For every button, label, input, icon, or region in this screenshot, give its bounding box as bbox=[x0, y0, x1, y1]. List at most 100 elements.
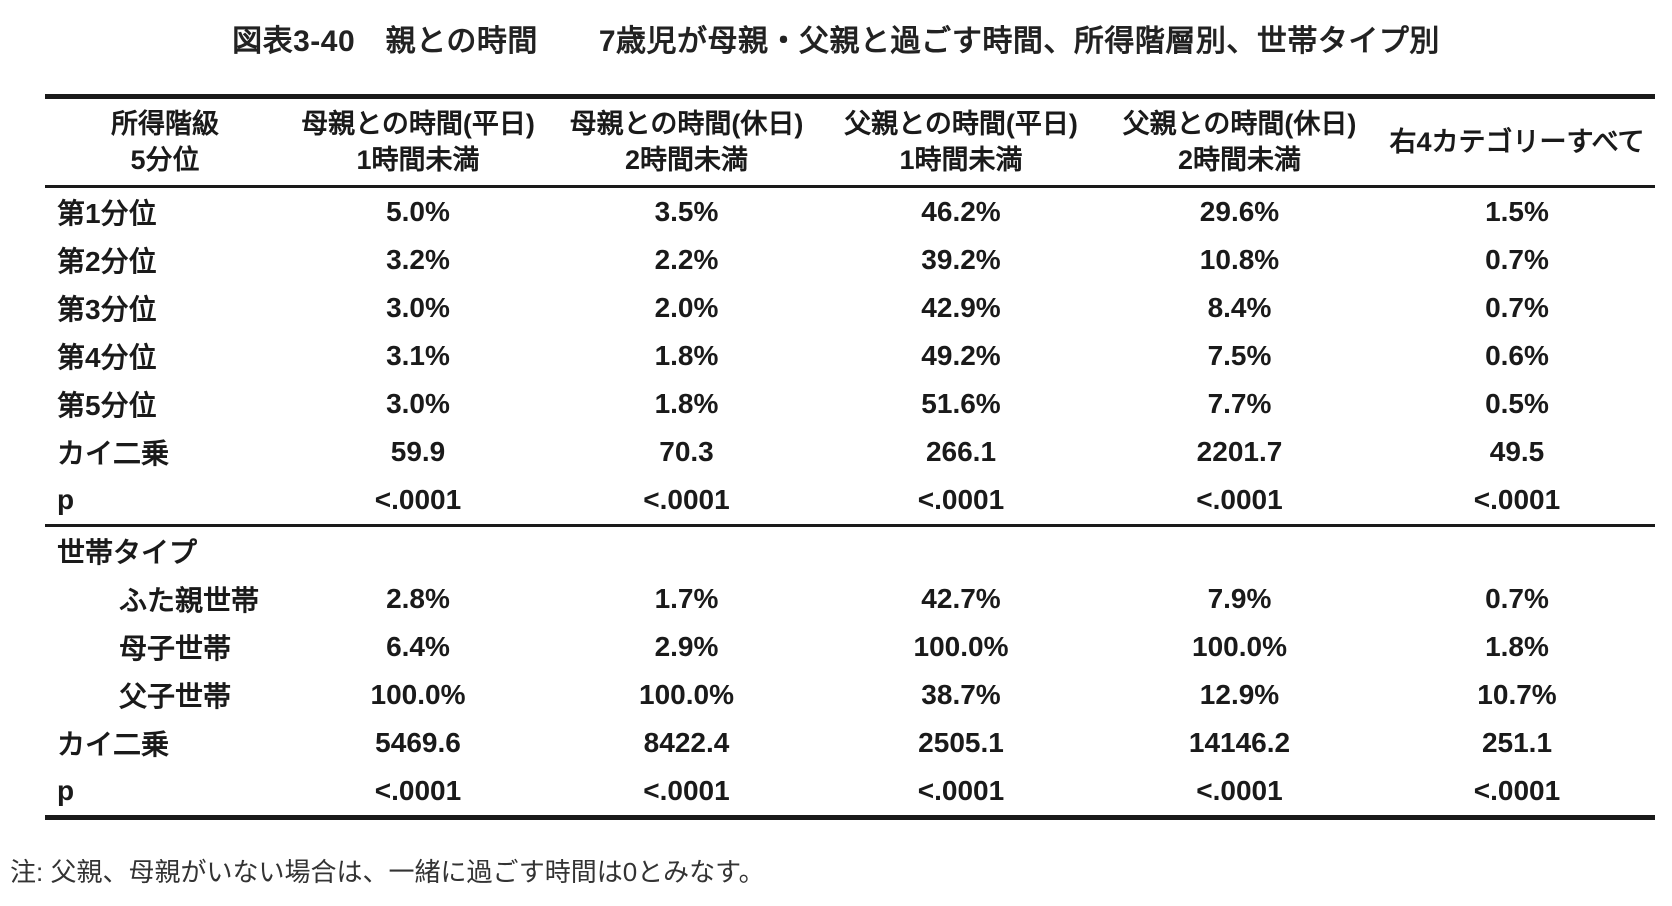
table-row: p <.0001 <.0001 <.0001 <.0001 <.0001 bbox=[45, 476, 1655, 526]
cell-value: 6.4% bbox=[386, 631, 450, 662]
cell-value: 1.5% bbox=[1485, 196, 1549, 227]
row-label: ふた親世帯 bbox=[119, 585, 260, 616]
cell-value: <.0001 bbox=[374, 775, 462, 806]
cell-value: 46.2% bbox=[921, 196, 1001, 227]
table-row: 母子世帯 6.4% 2.9% 100.0% 100.0% 1.8% bbox=[45, 623, 1655, 671]
cell-value: 7.5% bbox=[1207, 340, 1272, 371]
cell-value: 0.7% bbox=[1485, 583, 1549, 614]
cell-value: 100.0% bbox=[1192, 631, 1287, 662]
cell-value: 100.0% bbox=[639, 679, 734, 710]
cell-value: 8.4% bbox=[1207, 292, 1272, 323]
cell-value: 3.0% bbox=[386, 292, 450, 323]
cell-value: <.0001 bbox=[1196, 484, 1283, 515]
cell-value: 10.8% bbox=[1199, 244, 1280, 275]
row-label: 第3分位 bbox=[57, 294, 157, 325]
row-label: 第1分位 bbox=[57, 198, 157, 229]
table-body: 第1分位 5.0% 3.5% 46.2% 29.6% 1.5% 第2分位 3.2% 2.2% 39… bbox=[45, 187, 1655, 818]
cell-value: 2505.1 bbox=[918, 727, 1004, 758]
cell-value: 3.5% bbox=[654, 196, 719, 227]
cell-value: 3.2% bbox=[386, 244, 450, 275]
column-header: 父親との時間(休日) 2時間未満 bbox=[1100, 96, 1379, 188]
cell-value: 266.1 bbox=[925, 436, 997, 467]
cell-value: 70.3 bbox=[659, 436, 714, 467]
cell-value: 49.5 bbox=[1489, 436, 1545, 467]
cell-value: 38.7% bbox=[921, 679, 1001, 710]
cell-value: 5.0% bbox=[386, 196, 450, 227]
cell-value: 2.9% bbox=[654, 631, 719, 662]
cell-value: 1.8% bbox=[654, 340, 719, 371]
row-label: 第2分位 bbox=[57, 246, 157, 277]
cell-value: 1.7% bbox=[654, 583, 719, 614]
column-header: 母親との時間(休日) 2時間未満 bbox=[551, 96, 822, 188]
table-row: 第3分位 3.0% 2.0% 42.9% 8.4% 0.7% bbox=[45, 284, 1655, 332]
row-label: カイ二乗 bbox=[57, 438, 170, 469]
cell-value: <.0001 bbox=[917, 775, 1005, 806]
row-label: カイ二乗 bbox=[57, 729, 170, 760]
row-label: 世帯タイプ bbox=[45, 524, 285, 575]
table-row: 第4分位 3.1% 1.8% 49.2% 7.5% 0.6% bbox=[45, 332, 1655, 380]
cell-value bbox=[285, 524, 551, 575]
row-label: p bbox=[57, 775, 75, 806]
cell-value: 8422.4 bbox=[643, 727, 730, 758]
cell-value: <.0001 bbox=[643, 775, 730, 806]
cell-value: 12.9% bbox=[1199, 679, 1280, 710]
cell-value: 59.9 bbox=[390, 436, 446, 467]
page-title: 図表3-40 親との時間 7歳児が母親・父親と過ごす時間、所得階層別、世帯タイプ… bbox=[232, 25, 1440, 58]
cell-value: 100.0% bbox=[370, 679, 466, 710]
table-row: 第1分位 5.0% 3.5% 46.2% 29.6% 1.5% bbox=[45, 187, 1655, 237]
cell-value: <.0001 bbox=[643, 484, 730, 515]
table-row: ふた親世帯 2.8% 1.7% 42.7% 7.9% 0.7% bbox=[45, 575, 1655, 623]
statistics-table: 所得階級 5分位 母親との時間(平日) 1時間未満 母親との時間(休日) 2時間未満… bbox=[45, 94, 1655, 820]
cell-value: 2201.7 bbox=[1196, 436, 1283, 467]
table-row: カイ二乗 5469.6 8422.4 2505.1 14146.2 251.1 bbox=[45, 719, 1655, 767]
column-header: 右4カテゴリーすべて bbox=[1379, 96, 1655, 188]
table-row: 第2分位 3.2% 2.2% 39.2% 10.8% 0.7% bbox=[45, 236, 1655, 284]
cell-value bbox=[822, 524, 1100, 575]
cell-value: 1.8% bbox=[654, 388, 719, 419]
cell-value: 49.2% bbox=[921, 340, 1001, 371]
cell-value: 42.9% bbox=[921, 292, 1001, 323]
cell-value bbox=[1379, 524, 1655, 575]
cell-value: 1.8% bbox=[1485, 631, 1549, 662]
table-row: 第5分位 3.0% 1.8% 51.6% 7.7% 0.5% bbox=[45, 380, 1655, 428]
footnote: 注: 父親、母親がいない場合は、一緒に過ごす時間は0とみなす。 bbox=[10, 857, 765, 887]
cell-value: 0.6% bbox=[1485, 340, 1549, 371]
table-row: 父子世帯 100.0% 100.0% 38.7% 12.9% 10.7% bbox=[45, 671, 1655, 719]
row-label: 父子世帯 bbox=[119, 681, 232, 712]
cell-value: 3.0% bbox=[386, 388, 450, 419]
cell-value: 42.7% bbox=[921, 583, 1001, 614]
column-header: 所得階級 5分位 bbox=[45, 96, 285, 188]
cell-value: 3.1% bbox=[386, 340, 450, 371]
cell-value: 29.6% bbox=[1199, 196, 1280, 227]
table-header: 所得階級 5分位 母親との時間(平日) 1時間未満 母親との時間(休日) 2時間未満… bbox=[45, 96, 1655, 188]
cell-value: 251.1 bbox=[1481, 727, 1553, 758]
cell-value: 2.2% bbox=[654, 244, 719, 275]
cell-value: <.0001 bbox=[1473, 775, 1561, 806]
row-label: 母子世帯 bbox=[119, 633, 232, 664]
cell-value: <.0001 bbox=[917, 484, 1005, 515]
cell-value: <.0001 bbox=[1473, 484, 1561, 515]
header-row: 所得階級 5分位 母親との時間(平日) 1時間未満 母親との時間(休日) 2時間未満… bbox=[45, 96, 1655, 188]
cell-value: 10.7% bbox=[1477, 679, 1557, 710]
table-row: p <.0001 <.0001 <.0001 <.0001 <.0001 bbox=[45, 767, 1655, 818]
row-label: 第4分位 bbox=[57, 342, 157, 373]
cell-value: 14146.2 bbox=[1188, 727, 1291, 758]
column-header: 母親との時間(平日) 1時間未満 bbox=[285, 96, 551, 188]
cell-value: 39.2% bbox=[921, 244, 1001, 275]
cell-value: <.0001 bbox=[374, 484, 462, 515]
cell-value: 7.7% bbox=[1207, 388, 1272, 419]
cell-value bbox=[1100, 524, 1379, 575]
row-label: p bbox=[57, 484, 75, 515]
cell-value bbox=[551, 524, 822, 575]
cell-value: 0.7% bbox=[1485, 244, 1549, 275]
cell-value: 0.5% bbox=[1485, 388, 1549, 419]
column-header: 父親との時間(平日) 1時間未満 bbox=[822, 96, 1100, 188]
cell-value: <.0001 bbox=[1196, 775, 1283, 806]
cell-value: 0.7% bbox=[1485, 292, 1549, 323]
cell-value: 100.0% bbox=[913, 631, 1009, 662]
cell-value: 2.8% bbox=[386, 583, 450, 614]
cell-value: 51.6% bbox=[921, 388, 1001, 419]
cell-value: 7.9% bbox=[1207, 583, 1272, 614]
cell-value: 5469.6 bbox=[375, 727, 461, 758]
